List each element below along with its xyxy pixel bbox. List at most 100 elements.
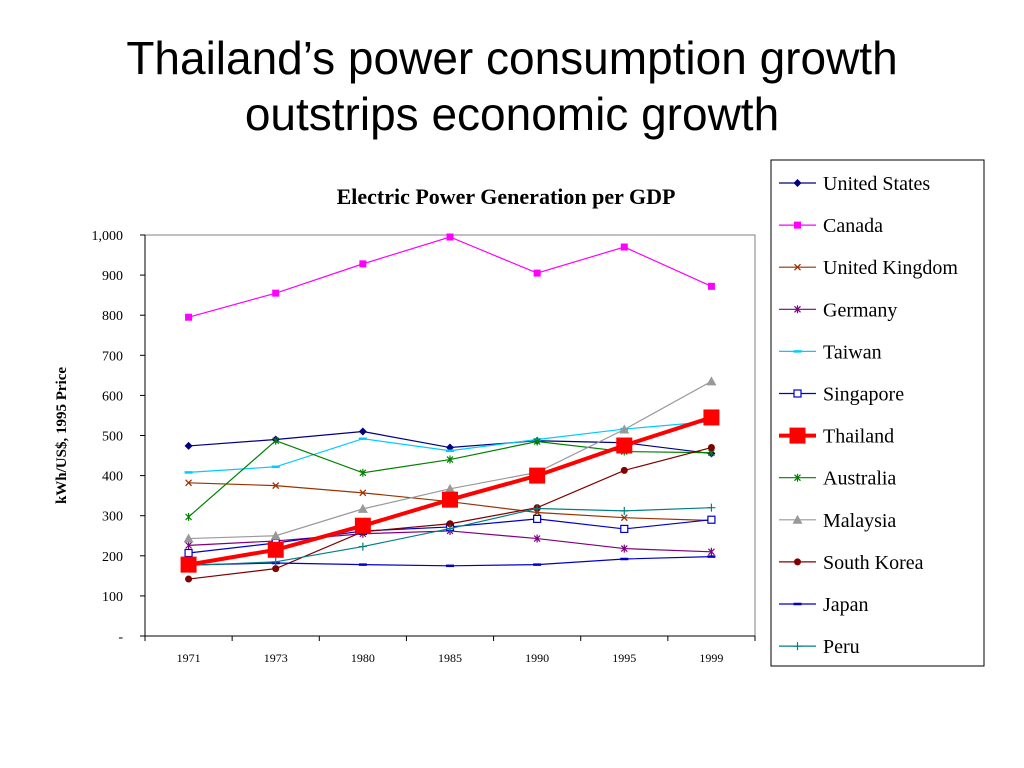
data-point-thailand [616,437,633,454]
y-tick-label: 900 [102,269,123,284]
data-point-peru [358,542,367,551]
legend-marker-peru [793,642,802,651]
series-line-canada [188,236,712,318]
data-point-singapore [620,524,629,534]
data-point-malaysia [270,530,281,540]
data-point-australia [272,436,280,445]
data-point-australia [533,437,541,446]
data-point-united-states [358,427,367,436]
y-tick-label: 100 [102,590,123,605]
data-point-canada [620,243,628,251]
legend-marker-canada [794,221,801,229]
legend-marker-australia [794,473,801,482]
data-point-united-kingdom [620,514,628,522]
data-point-malaysia [445,483,455,493]
data-point-canada [446,233,454,241]
data-point-singapore [533,514,542,524]
legend-label-peru: Peru [823,636,860,658]
data-point-australia [446,455,454,464]
legend-marker-thailand [789,427,806,444]
data-point-canada [707,282,715,290]
y-tick-label: 600 [102,389,123,404]
legend-label-singapore: Singapore [823,384,904,406]
legend-marker-south-korea [794,558,801,566]
data-point-united-kingdom [185,479,193,487]
data-point-south-korea [446,520,454,528]
series-japan [184,555,716,568]
legend-label-malaysia: Malaysia [823,510,896,532]
y-tick-label: - [118,630,123,645]
legend-marker-singapore [793,389,802,398]
data-point-malaysia [619,424,630,434]
data-point-thailand [703,409,720,426]
legend: United States Canada United Kingdom Germany… [770,159,985,667]
y-tick-label: 800 [102,309,123,324]
series-thailand [180,409,720,573]
y-tick-label: 700 [102,349,123,364]
data-point-canada [533,269,541,277]
y-tick-label: 500 [102,430,123,445]
x-tick-label: 1973 [264,651,288,665]
series-line-japan [188,556,712,567]
data-point-peru [707,503,716,512]
legend-label-canada: Canada [823,215,883,237]
data-point-singapore [707,515,716,524]
legend-label-united-kingdom: United Kingdom [823,257,958,279]
data-point-thailand [529,467,546,484]
data-point-peru [271,557,280,566]
data-point-canada [272,289,280,297]
plot-area [144,234,756,637]
x-tick-label: 1980 [351,651,375,665]
data-point-peru [533,504,542,513]
legend-marker-united-kingdom [794,263,801,271]
legend-marker-united-states [793,179,802,187]
x-tick-label: 1999 [699,651,723,665]
legend-label-australia: Australia [823,468,896,490]
x-tick-label: 1971 [177,651,201,665]
data-point-germany [185,541,192,550]
slide-title-line-1: Thailand’s power consumption growth [126,32,898,84]
legend-marker-germany [794,305,801,314]
y-tick-label: 300 [102,510,123,525]
data-point-australia [185,512,192,521]
data-point-south-korea [707,444,715,452]
data-point-germany [533,534,541,543]
x-tick-label: 1990 [525,651,549,665]
data-point-malaysia [357,503,368,513]
y-tick-label: 1,000 [92,229,124,244]
legend-box [770,159,985,667]
data-point-australia [359,468,367,477]
series-canada [185,233,715,321]
chart-title: Electric Power Generation per GDP [337,184,676,209]
legend-label-south-korea: South Korea [823,552,924,574]
x-tick-label: 1995 [612,651,636,665]
data-point-thailand [267,541,284,558]
data-point-thailand [442,491,458,508]
data-point-germany [620,544,628,553]
data-point-malaysia [183,533,194,543]
y-tick-label: 200 [102,550,123,565]
y-axis-label: kWh/US$, 1995 Price [54,367,70,504]
legend-label-taiwan: Taiwan [823,341,882,363]
legend-label-japan: Japan [823,594,869,616]
legend-label-thailand: Thailand [823,426,894,448]
data-point-peru [620,506,629,515]
data-point-united-kingdom [272,482,280,490]
data-point-united-kingdom [359,489,367,497]
data-point-south-korea [185,575,193,583]
data-point-malaysia [706,376,717,386]
data-point-south-korea [272,565,280,573]
y-tick-label: 400 [102,470,123,485]
slide-title-line-2: outstrips economic growth [244,88,780,140]
data-point-south-korea [620,466,628,474]
data-point-singapore [184,548,193,558]
data-point-germany [708,547,715,556]
legend-label-united-states: United States [823,173,930,195]
data-point-canada [359,260,367,268]
data-point-united-states [184,441,193,450]
data-point-peru [446,524,454,533]
series-malaysia [183,376,717,543]
data-point-thailand [180,556,197,573]
data-point-thailand [354,517,371,534]
